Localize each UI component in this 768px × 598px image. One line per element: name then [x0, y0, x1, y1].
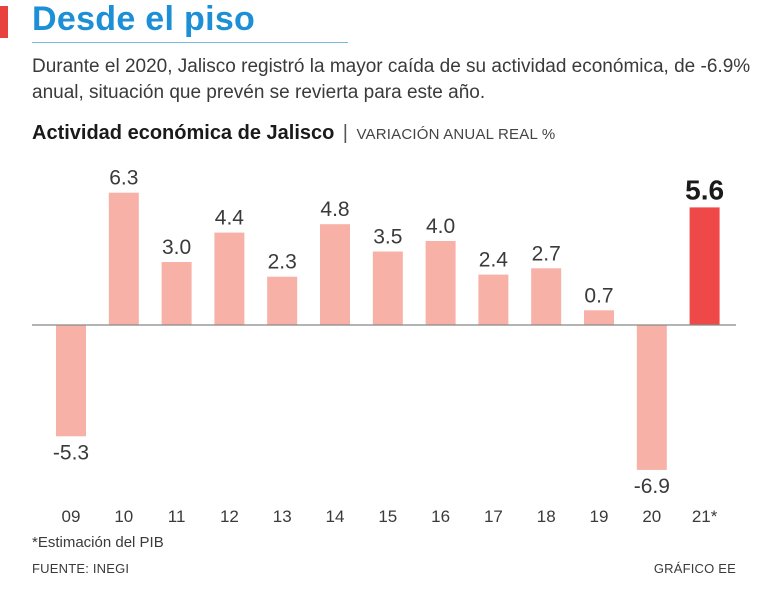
- value-label: -5.3: [53, 441, 89, 464]
- value-label: 2.3: [268, 251, 297, 274]
- category-label: 15: [378, 507, 397, 526]
- bar-18: [531, 268, 562, 325]
- category-label: 18: [537, 507, 556, 526]
- bar-12: [214, 232, 245, 325]
- value-label: 3.5: [373, 226, 402, 249]
- category-label: 13: [273, 507, 292, 526]
- bar-19: [584, 310, 614, 325]
- category-label: 14: [326, 507, 345, 526]
- value-label: 5.6: [685, 174, 724, 205]
- headline: Desde el piso: [32, 0, 256, 38]
- bar-14: [320, 224, 350, 325]
- category-label: 10: [114, 507, 133, 526]
- value-label: 6.3: [109, 167, 138, 190]
- bar-20: [636, 325, 667, 470]
- value-label: 0.7: [584, 284, 613, 307]
- bar-09: [56, 325, 86, 437]
- category-label: 16: [431, 507, 450, 526]
- value-label: 2.7: [532, 242, 561, 265]
- chart-subtitle: VARIACIÓN ANUAL REAL %: [356, 126, 556, 143]
- value-label: -6.9: [634, 475, 670, 498]
- bar-13: [267, 276, 298, 325]
- bar-11: [161, 262, 192, 325]
- category-label: 09: [62, 507, 81, 526]
- category-label: 21*: [692, 507, 718, 526]
- bar-17: [478, 274, 509, 325]
- value-label: 4.0: [426, 215, 455, 238]
- value-label: 2.4: [479, 249, 509, 272]
- source-credit: FUENTE: INEGI: [32, 561, 130, 576]
- bar-10: [108, 192, 139, 325]
- bar-16: [425, 241, 456, 325]
- category-label: 11: [168, 507, 186, 526]
- lead-paragraph: Durante el 2020, Jalisco registró la may…: [32, 56, 751, 103]
- value-label: 4.4: [215, 207, 245, 230]
- headline-rule: [32, 42, 348, 43]
- value-label: 4.8: [320, 198, 349, 221]
- category-label: 20: [642, 507, 661, 526]
- footnote: *Estimación del PIB: [32, 534, 164, 551]
- bar-21: [689, 207, 720, 325]
- accent-bar: [0, 6, 8, 38]
- chart-heading: Actividad económica de Jalisco | VARIACI…: [32, 122, 555, 145]
- category-label: 12: [220, 507, 239, 526]
- bar-15: [372, 251, 403, 325]
- chart-title: Actividad económica de Jalisco: [32, 122, 335, 144]
- category-label: 19: [590, 507, 609, 526]
- chart-title-separator: |: [342, 122, 348, 144]
- graphic-credit: GRÁFICO EE: [653, 561, 736, 576]
- value-label: 3.0: [162, 236, 191, 259]
- category-label: 17: [484, 507, 503, 526]
